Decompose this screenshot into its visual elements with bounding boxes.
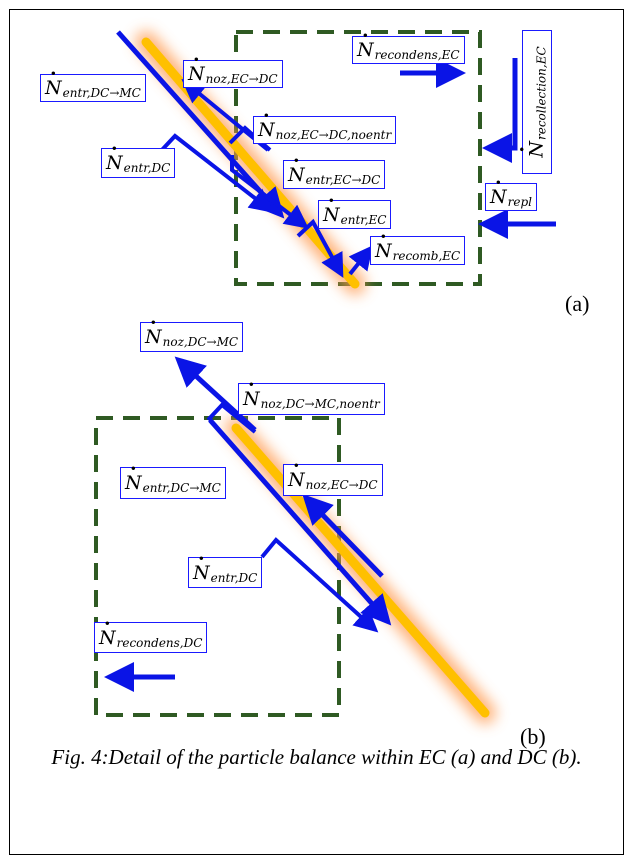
panel-tag-a: (a) <box>565 291 590 316</box>
plasma-beam-a <box>135 31 366 295</box>
panel-tag-b: (b) <box>520 724 546 749</box>
figure-frame <box>9 9 624 855</box>
arrow-noz-ec-dc-b <box>302 493 384 578</box>
arrow-recomb-ec-a <box>348 245 373 276</box>
arrow-entr-dc-mc-a <box>116 30 285 219</box>
arrow-entr-dc-a <box>158 133 274 213</box>
figure-caption: Fig. 4:Detail of the particle balance wi… <box>51 745 582 769</box>
plasma-beam-b <box>225 417 496 724</box>
arrow-recollection-ec-a <box>482 58 518 163</box>
arrow-entr-ec-dc-a <box>230 155 309 229</box>
arrow-entr-dc-b <box>260 537 379 633</box>
arrow-entr-ec-a <box>296 218 344 278</box>
arrow-noz-dc-mc-b <box>174 356 257 432</box>
arrow-noz-dc-mc-noentr-b <box>206 402 257 434</box>
arrow-entr-dc-mc-b <box>208 418 392 626</box>
